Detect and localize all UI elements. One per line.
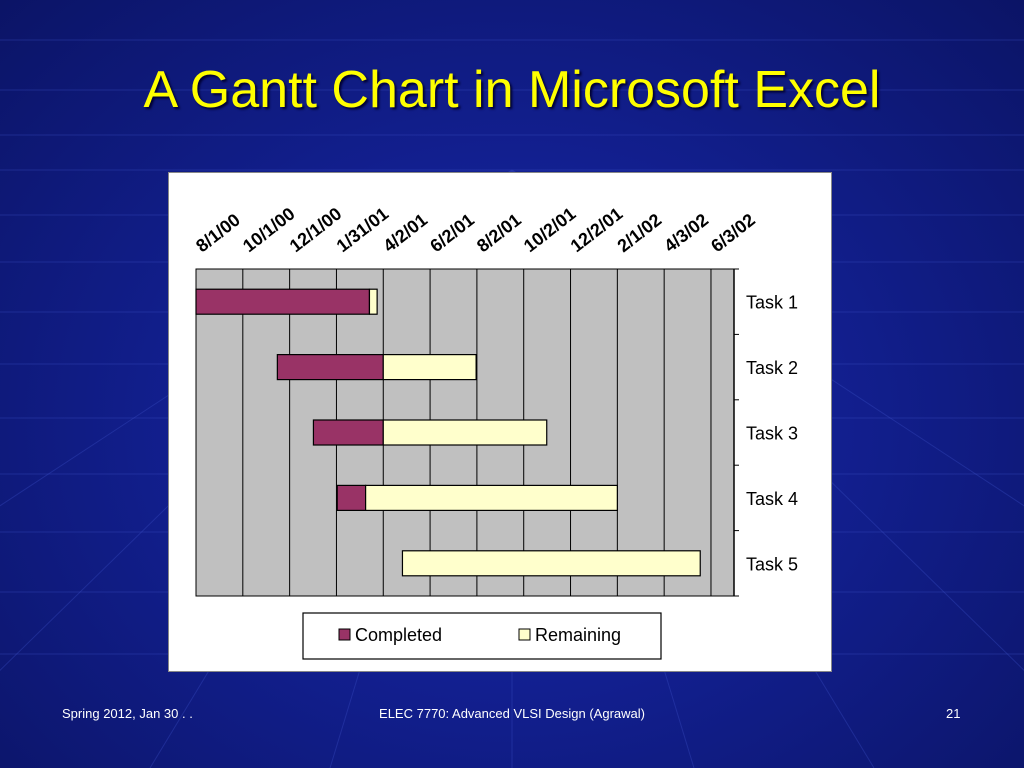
legend-label: Remaining <box>535 625 621 645</box>
legend-box <box>302 612 662 660</box>
category-label: Task 5 <box>746 554 798 574</box>
x-tick-label: 6/2/01 <box>426 210 478 257</box>
category-label: Task 2 <box>746 358 798 378</box>
legend-swatch-remaining <box>518 628 531 641</box>
x-tick-label: 1/31/01 <box>333 203 393 256</box>
gantt-bar-completed <box>276 354 384 381</box>
gantt-bar-completed <box>336 484 367 511</box>
x-tick-label: 6/3/02 <box>707 210 759 257</box>
footer-date: Spring 2012, Jan 30 . . <box>62 706 193 721</box>
category-label: Task 3 <box>746 424 798 444</box>
slide-title: A Gantt Chart in Microsoft Excel <box>143 61 881 119</box>
gantt-chart-svg: 8/1/0010/1/0012/1/001/31/014/2/016/2/018… <box>192 203 798 660</box>
x-tick-label: 8/1/00 <box>192 210 244 257</box>
gantt-bar-completed <box>312 419 384 446</box>
gantt-bar-remaining <box>368 288 378 315</box>
category-label: Task 4 <box>746 489 798 509</box>
category-label: Task 1 <box>746 293 798 313</box>
x-tick-label: 12/1/00 <box>286 203 346 256</box>
x-tick-label: 4/3/02 <box>660 210 712 257</box>
x-tick-label: 10/1/00 <box>239 203 299 256</box>
gantt-bar-remaining <box>382 419 548 446</box>
gantt-bar-remaining <box>365 484 618 511</box>
slide-number: 21 <box>946 706 961 721</box>
x-tick-label: 8/2/01 <box>473 210 525 257</box>
gantt-bar-completed <box>195 288 371 315</box>
gantt-chart: 8/1/00 10/1/00 12/1/00 1/31/01 4/2/01 6/2/01 8… <box>168 172 832 672</box>
gantt-bar-remaining <box>382 354 477 381</box>
legend-label: Completed <box>355 625 442 645</box>
x-tick-label: 10/2/01 <box>520 203 580 256</box>
legend-swatch-completed <box>338 628 351 641</box>
gantt-bar-remaining <box>401 550 701 577</box>
x-tick-label: 12/2/01 <box>567 203 627 256</box>
footer-course: ELEC 7770: Advanced VLSI Design (Agrawal… <box>379 706 645 721</box>
